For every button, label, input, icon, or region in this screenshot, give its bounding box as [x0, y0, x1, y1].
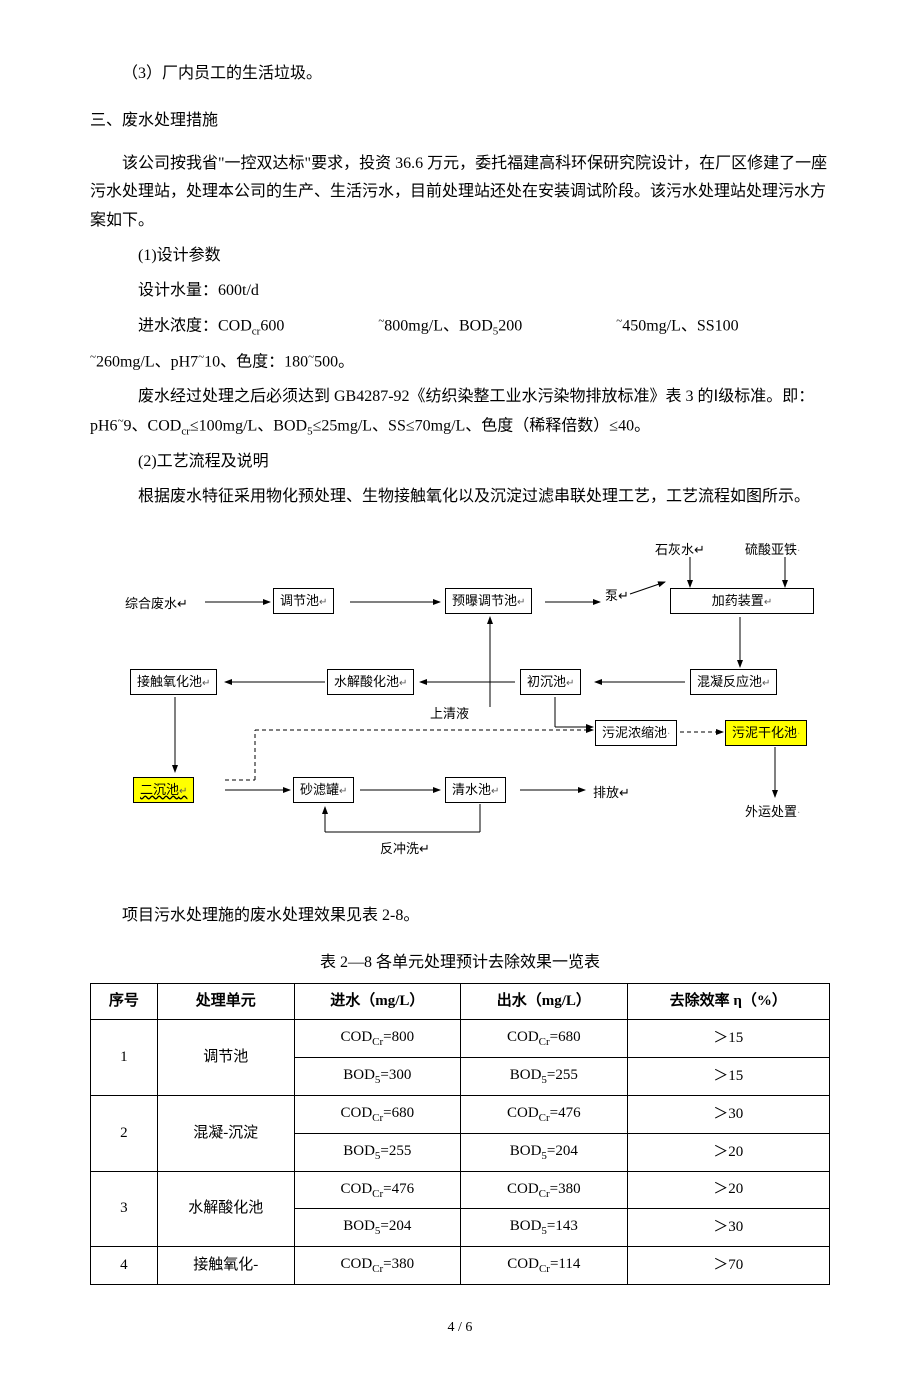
cell-no: 3 [91, 1171, 158, 1247]
cell-no: 4 [91, 1247, 158, 1285]
box-reg: 调节池↵ [273, 588, 334, 614]
box-hydro: 水解酸化池↵ [327, 669, 414, 695]
cell-no: 2 [91, 1095, 158, 1171]
lbl-lime: 石灰水↵ [655, 538, 705, 561]
box-dosing: 加药装置↵ [670, 588, 814, 614]
box-sand: 砂滤罐↵ [293, 777, 354, 803]
section-title: 三、废水处理措施 [90, 107, 830, 136]
table-row: 4接触氧化-CODCr=380CODCr=114＞70 [91, 1247, 830, 1285]
box-coag: 混凝反应池↵ [690, 669, 777, 695]
table-row: 1调节池CODCr=800CODCr=680＞15 [91, 1020, 830, 1058]
table-row: 3水解酸化池CODCr=476CODCr=380＞20 [91, 1171, 830, 1209]
para-process-head: (2)工艺流程及说明 [90, 448, 830, 477]
cell-out: BOD5=204 [461, 1133, 628, 1171]
cell-out: BOD5=255 [461, 1058, 628, 1096]
lbl-pump: 泵↵ [605, 584, 629, 607]
cell-out: BOD5=143 [461, 1209, 628, 1247]
cell-no: 1 [91, 1020, 158, 1096]
table-caption: 表 2—8 各单元处理预计去除效果一览表 [90, 949, 830, 978]
cell-unit: 混凝-沉淀 [157, 1095, 294, 1171]
para-water-qty: 设计水量：600t/d [90, 277, 830, 306]
table-header-row: 序号 处理单元 进水（mg/L） 出水（mg/L） 去除效率 η（%） [91, 984, 830, 1020]
box-thicken: 污泥浓缩池· [595, 720, 677, 746]
cell-out: CODCr=680 [461, 1020, 628, 1058]
cell-in: BOD5=204 [294, 1209, 461, 1247]
cell-unit: 水解酸化池 [157, 1171, 294, 1247]
box-clear: 清水池↵ [445, 777, 506, 803]
cell-in: CODCr=380 [294, 1247, 461, 1285]
intro-text: 该公司按我省"一控双达标"要求，投资 36.6 万元，委托福建高科环保研究院设计… [90, 155, 827, 230]
cell-in: BOD5=255 [294, 1133, 461, 1171]
th-in: 进水（mg/L） [294, 984, 461, 1020]
para-intro: 该公司按我省"一控双达标"要求，投资 36.6 万元，委托福建高科环保研究院设计… [90, 150, 830, 236]
page-number: 4 / 6 [90, 1315, 830, 1340]
table-intro: 项目污水处理施的废水处理效果见表 2-8。 [90, 902, 830, 931]
cell-unit: 接触氧化- [157, 1247, 294, 1285]
cell-eff: ＞30 [627, 1095, 829, 1133]
lbl-supern: 上清液 [430, 702, 469, 725]
cell-eff: ＞20 [627, 1133, 829, 1171]
cell-out: CODCr=380 [461, 1171, 628, 1209]
para-influent: 进水浓度：CODcr600 ~800mg/L、BOD5200 ~450mg/L、… [90, 312, 830, 342]
lbl-backwash: 反冲洗↵ [380, 837, 430, 860]
cell-eff: ＞15 [627, 1058, 829, 1096]
box-sec: 二沉池↵ [133, 777, 194, 803]
lbl-feso4: 硫酸亚铁· [745, 538, 800, 561]
para-influent-2: ~260mg/L、pH7~10、色度：180~500。 [90, 348, 830, 377]
lbl-export: 外运处置· [745, 800, 800, 823]
th-eff: 去除效率 η（%） [627, 984, 829, 1020]
cell-out: CODCr=114 [461, 1247, 628, 1285]
cell-eff: ＞30 [627, 1209, 829, 1247]
cell-unit: 调节池 [157, 1020, 294, 1096]
para-process-desc: 根据废水特征采用物化预处理、生物接触氧化以及沉淀过滤串联处理工艺，工艺流程如图所… [90, 483, 830, 512]
efficiency-table: 序号 处理单元 进水（mg/L） 出水（mg/L） 去除效率 η（%） 1调节池… [90, 983, 830, 1285]
box-bio: 接触氧化池↵ [130, 669, 217, 695]
cell-in: BOD5=300 [294, 1058, 461, 1096]
cell-eff: ＞15 [627, 1020, 829, 1058]
para-design-head: (1)设计参数 [90, 242, 830, 271]
th-no: 序号 [91, 984, 158, 1020]
cell-out: CODCr=476 [461, 1095, 628, 1133]
cell-in: CODCr=680 [294, 1095, 461, 1133]
cell-eff: ＞70 [627, 1247, 829, 1285]
cell-in: CODCr=476 [294, 1171, 461, 1209]
cell-eff: ＞20 [627, 1171, 829, 1209]
cell-in: CODCr=800 [294, 1020, 461, 1058]
lbl-discharge: 排放↵ [593, 781, 630, 804]
th-out: 出水（mg/L） [461, 984, 628, 1020]
para-item3: （3）厂内员工的生活垃圾。 [90, 60, 830, 89]
para-standard: 废水经过处理之后必须达到 GB4287-92《纺织染整工业水污染物排放标准》表 … [90, 383, 830, 442]
box-preaer: 预曝调节池↵ [445, 588, 532, 614]
lbl-waste: 综合废水↵ [125, 592, 188, 615]
box-primset: 初沉池↵ [520, 669, 581, 695]
box-dry: 污泥干化池· [725, 720, 807, 746]
flowchart: 石灰水↵ 硫酸亚铁· 综合废水↵ 调节池↵ 预曝调节池↵ 泵↵ 加药装置↵ 接触… [95, 532, 825, 892]
th-unit: 处理单元 [157, 984, 294, 1020]
table-row: 2混凝-沉淀CODCr=680CODCr=476＞30 [91, 1095, 830, 1133]
